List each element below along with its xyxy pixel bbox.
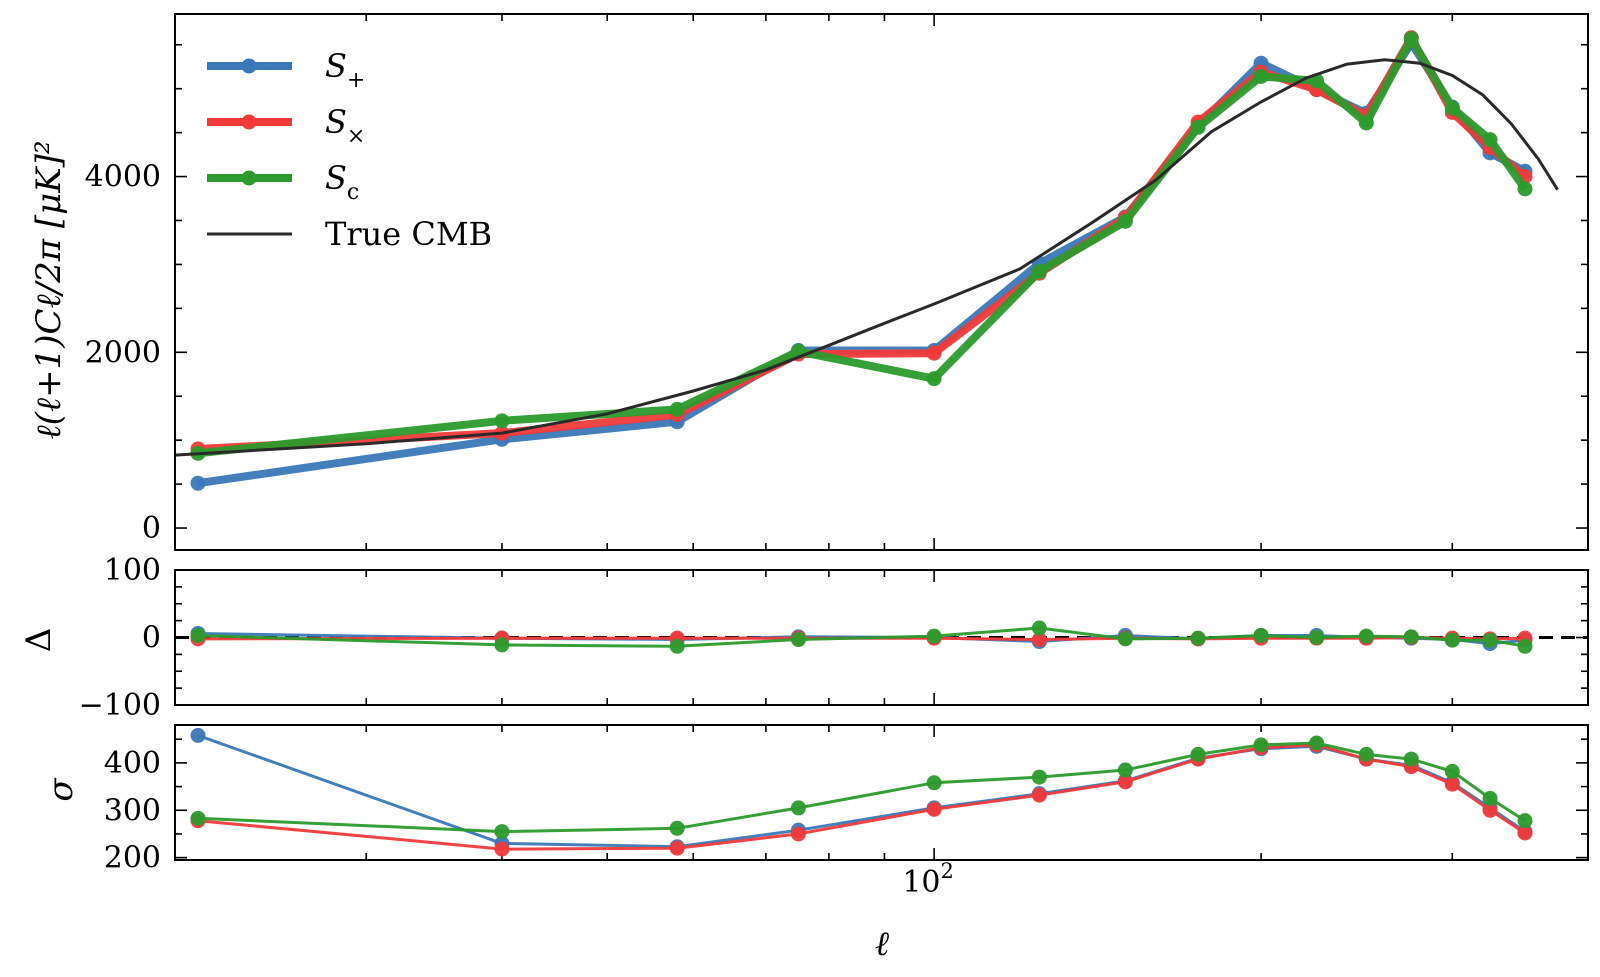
legend-item: S+: [207, 47, 365, 93]
data-point: [1444, 763, 1460, 779]
data-point: [1309, 630, 1325, 645]
y-tick-label: 200: [104, 841, 161, 876]
data-point: [1444, 100, 1460, 116]
x-axis: 102: [902, 859, 954, 900]
data-point: [1358, 746, 1374, 762]
data-point: [926, 775, 942, 791]
data-point: [1482, 790, 1498, 806]
series-sc-spectrum: [190, 31, 1533, 461]
data-point: [790, 800, 806, 816]
data-point: [1117, 762, 1133, 778]
data-point: [1444, 632, 1460, 648]
sigma-y-label: σ: [41, 778, 81, 802]
axes-frame: [174, 724, 1589, 861]
data-point: [1031, 263, 1047, 279]
legend-label: S×: [325, 103, 365, 149]
data-point: [1190, 630, 1206, 646]
data-point: [669, 401, 685, 417]
residual-y-label: Δ: [19, 628, 59, 653]
series-line: [197, 733, 1526, 849]
data-point: [1517, 825, 1533, 841]
data-point: [790, 826, 806, 842]
y-tick-label: 0: [142, 511, 161, 546]
axes-frame: [174, 13, 1589, 551]
legend-item: S×: [207, 103, 365, 149]
series-sc-residual: [190, 620, 1533, 654]
series-sc-sigma: [190, 735, 1533, 840]
data-point: [190, 627, 206, 643]
data-point: [1517, 638, 1533, 654]
series-true-cmb-spectrum: [175, 58, 1559, 457]
data-point: [1517, 813, 1533, 829]
data-point: [1403, 629, 1419, 645]
data-point: [1253, 627, 1269, 643]
data-point: [926, 371, 942, 387]
legend-marker: [241, 114, 257, 130]
data-point: [1403, 751, 1419, 767]
data-point: [1358, 628, 1374, 644]
y-tick-label: 400: [104, 746, 161, 781]
data-point: [1031, 620, 1047, 636]
data-point: [669, 840, 685, 856]
data-point: [926, 628, 942, 644]
y-tick-label: 100: [104, 553, 161, 588]
data-point: [926, 345, 942, 361]
series-s--spectrum: [190, 35, 1533, 491]
data-point: [1253, 68, 1269, 84]
data-point: [1517, 181, 1533, 197]
y-tick-label: 0: [142, 621, 161, 656]
data-point: [1190, 746, 1206, 762]
data-point: [190, 810, 206, 826]
x-axis-label: ℓ: [875, 924, 889, 964]
legend-label: True CMB: [325, 215, 492, 253]
data-point: [1358, 115, 1374, 131]
series-line: [197, 39, 1527, 488]
legend-item: True CMB: [207, 215, 492, 253]
data-point: [190, 475, 206, 491]
data-point: [1482, 132, 1498, 148]
data-point: [1482, 632, 1498, 648]
legend-item: Sc: [207, 159, 359, 205]
y-tick-label: 300: [104, 793, 161, 828]
data-point: [790, 632, 806, 648]
data-point: [1309, 735, 1325, 751]
data-point: [494, 841, 510, 857]
spectrum-panel: 0 2000 4000: [85, 13, 1589, 551]
series-line: [197, 741, 1526, 834]
legend: S+ S× Sc True CMB: [207, 47, 492, 253]
data-point: [1117, 774, 1133, 790]
data-point: [669, 638, 685, 654]
legend-marker: [241, 170, 257, 186]
data-point: [1190, 119, 1206, 135]
data-point: [669, 820, 685, 836]
data-point: [190, 727, 206, 743]
data-point: [1031, 632, 1047, 648]
data-point: [494, 413, 510, 429]
data-point: [1444, 776, 1460, 792]
data-point: [1482, 802, 1498, 818]
residual-panel: −100 0 100: [79, 553, 1589, 723]
data-point: [926, 801, 942, 817]
x-tick-label: 102: [902, 859, 954, 900]
legend-label: S+: [325, 47, 365, 93]
sigma-panel: 200 300 400: [104, 724, 1589, 876]
legend-label: Sc: [325, 159, 359, 205]
data-point: [1031, 787, 1047, 803]
data-point: [494, 824, 510, 840]
y-tick-label: 4000: [85, 160, 161, 195]
data-point: [494, 637, 510, 653]
y-tick-label: −100: [79, 688, 161, 723]
data-point: [1117, 213, 1133, 229]
data-point: [1403, 31, 1419, 47]
y-tick-label: 2000: [85, 335, 161, 370]
spectrum-y-label: ℓ(ℓ+1)Cℓ/2π [μK]²: [29, 140, 69, 439]
data-point: [1031, 769, 1047, 785]
data-point: [1117, 631, 1133, 647]
legend-marker: [241, 58, 257, 74]
data-point: [1253, 737, 1269, 753]
axes-frame: [174, 569, 1589, 706]
theory-curve: [175, 58, 1559, 457]
